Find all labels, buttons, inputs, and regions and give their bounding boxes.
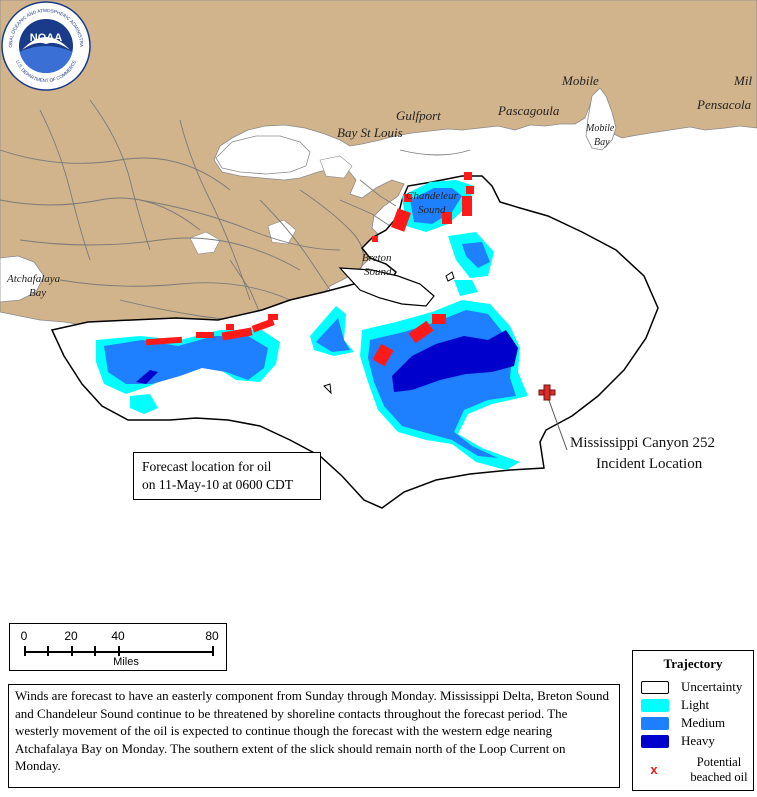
scale-tick-label-40: 40: [111, 629, 125, 643]
label-breton-2: Sound: [364, 266, 392, 278]
scale-bar: 0 20 40 80 Miles: [9, 623, 227, 671]
legend-label: Potential beached oil: [690, 755, 748, 784]
scale-tick: [24, 646, 26, 656]
label-chandeleur-2: Sound: [418, 204, 446, 216]
incident-label-line1: Mississippi Canyon 252: [570, 435, 715, 451]
breton-uncertainty: [338, 267, 435, 307]
atchafalaya-water: [0, 255, 45, 303]
scale-unit-label: Miles: [113, 656, 139, 668]
marsh-water-2: [267, 219, 297, 245]
scale-tick: [94, 646, 96, 656]
label-mil: Mil: [733, 73, 752, 88]
legend-label: Light: [681, 697, 710, 712]
label-mobile-bay-1: Mobile: [585, 123, 615, 134]
lake-pontchartrain: [215, 135, 311, 175]
legend-swatch: [641, 735, 669, 748]
trajectory-legend: Trajectory Uncertainty Light Medium Heav…: [632, 650, 754, 791]
forecast-description: Winds are forecast to have an easterly c…: [8, 684, 620, 788]
legend-label: Uncertainty: [681, 679, 743, 694]
label-gulfport: Gulfport: [396, 108, 441, 123]
small-island-1: [445, 271, 455, 282]
legend-swatch: [641, 699, 669, 712]
heavy-oil-patches: [136, 330, 518, 392]
label-atchafalaya-1: Atchafalaya: [6, 273, 61, 285]
scale-tick-label-80: 80: [205, 629, 219, 643]
noaa-bird-icon: [22, 37, 70, 50]
incident-label-line2: Incident Location: [596, 456, 703, 472]
legend-title: Trajectory: [663, 656, 723, 671]
incident-marker: [538, 384, 556, 401]
scale-tick-label-0: 0: [20, 629, 28, 643]
incident-leader-line: [546, 394, 568, 451]
forecast-info-box: Forecast location for oil on 11-May-10 a…: [133, 452, 321, 500]
legend-item-light: Light: [641, 697, 753, 713]
legend-item-uncertainty: Uncertainty: [641, 679, 753, 695]
label-mobile: Mobile: [561, 73, 599, 88]
forecast-line1: Forecast location for oil: [142, 459, 272, 474]
legend-swatch: [641, 717, 669, 730]
marsh-channels: [0, 99, 471, 321]
label-pascagoula: Pascagoula: [497, 103, 560, 118]
scale-tick: [212, 646, 214, 656]
beached-oil-x-icon: x: [650, 762, 658, 777]
legend-item-heavy: Heavy: [641, 733, 753, 749]
scale-tick: [118, 646, 120, 656]
marsh-water-1: [189, 231, 221, 255]
label-pensacola: Pensacola: [696, 97, 752, 112]
mobile-bay: [585, 87, 617, 151]
label-mobile-bay-2: Bay: [594, 137, 610, 148]
scale-tick: [47, 646, 49, 656]
noaa-logo-text: NOAA: [30, 32, 62, 44]
legend-item-medium: Medium: [641, 715, 753, 731]
label-bay-st-louis: Bay St Louis: [337, 125, 403, 140]
scale-tick: [71, 646, 73, 656]
legend-label: Heavy: [681, 733, 715, 748]
marsh-water-3: [319, 155, 353, 179]
label-atchafalaya-2: Bay: [29, 287, 46, 299]
label-breton-1: Breton: [362, 252, 392, 264]
forecast-line2: on 11-May-10 at 0600 CDT: [142, 477, 293, 492]
label-chandeleur-1: Chandeleur: [406, 190, 459, 202]
noaa-logo: NOAA NATIONAL OCEANIC AND ATMOSPHERIC AD…: [0, 0, 91, 91]
legend-label: Medium: [681, 715, 726, 730]
beached-oil-marks: [145, 172, 474, 367]
scale-tick-label-20: 20: [64, 629, 78, 643]
legend-swatch: [641, 681, 669, 694]
small-island-2: [323, 383, 332, 395]
legend-item-beached: x Potential beached oil: [641, 755, 753, 787]
